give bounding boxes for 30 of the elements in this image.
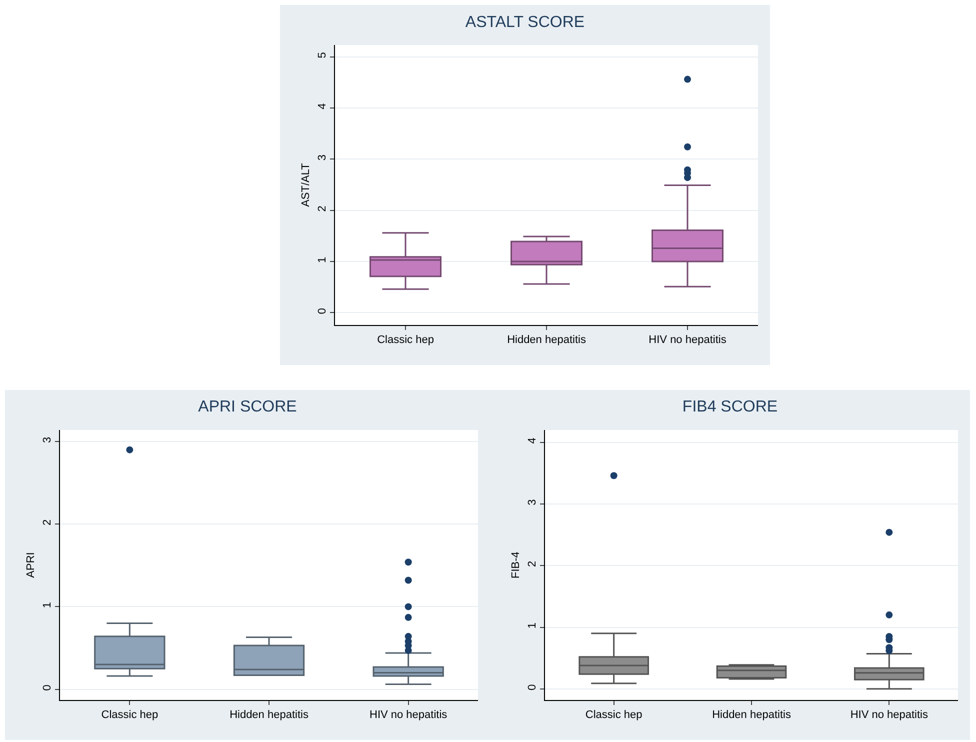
x-tick-label: HIV no hepatitis: [370, 709, 448, 722]
y-tick-label: 2: [316, 206, 329, 212]
chart-title: APRI SCORE: [198, 398, 297, 416]
y-tick-label: 0: [42, 684, 54, 691]
y-tick-label: 4: [526, 438, 539, 444]
x-tick-label: Classic hep: [585, 709, 642, 722]
y-tick-label: 1: [526, 622, 539, 629]
x-tick-label: Hidden hepatitis: [230, 709, 309, 722]
x-tick-label: HIV no hepatitis: [850, 709, 928, 722]
x-tick-label: HIV no hepatitis: [648, 334, 727, 346]
chart-title: ASTALT SCORE: [465, 14, 585, 31]
y-tick-label: 1: [42, 602, 54, 608]
x-tick-label: Classic hep: [101, 709, 158, 722]
y-axis-title: AST/ALT: [300, 162, 312, 207]
x-tick-label: Classic hep: [377, 334, 434, 346]
y-tick-label: 5: [316, 52, 329, 58]
y-tick-label: 0: [526, 684, 539, 690]
x-tick-label: Hidden hepatitis: [712, 709, 792, 722]
y-tick-label: 3: [42, 436, 54, 443]
x-tick-label: Hidden hepatitis: [507, 334, 586, 346]
y-tick-label: 3: [316, 154, 329, 161]
y-axis-title: FIB-4: [510, 552, 522, 578]
y-axis-title: APRI: [25, 552, 38, 578]
y-tick-label: 2: [42, 519, 54, 526]
y-tick-label: 1: [316, 256, 329, 263]
y-tick-label: 4: [316, 103, 329, 110]
y-tick-label: 0: [316, 308, 329, 314]
y-tick-label: 3: [526, 499, 539, 506]
chart-title: FIB4 SCORE: [682, 398, 778, 416]
y-tick-label: 2: [526, 560, 539, 568]
